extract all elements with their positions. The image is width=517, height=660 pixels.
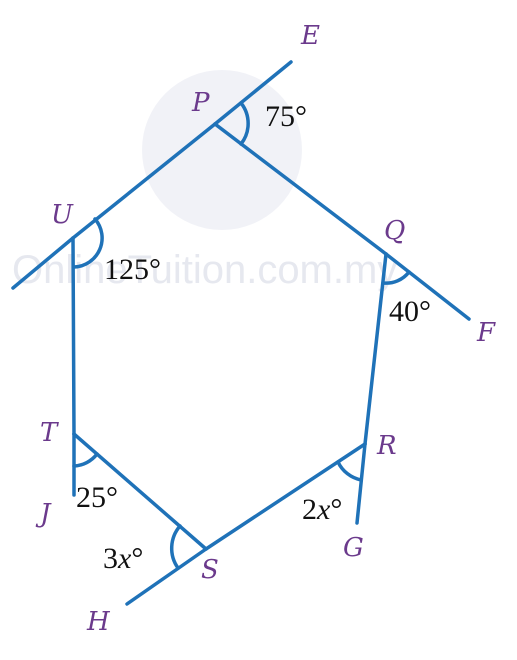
extension-RG [355,442,367,525]
side-PQ [213,122,388,256]
point-label-H: H [86,607,111,637]
angle-arc-S [169,524,182,570]
vertex-label-Q: Q [384,216,405,246]
extension-QF [384,252,471,321]
side-QR [363,252,388,446]
angle-label-T: 25° [76,481,118,514]
angle-arc-Q [381,270,411,285]
point-label-J: J [35,499,52,529]
angle-label-R: 2x° [302,493,342,526]
point-label-G: G [343,533,364,563]
globe-logo [142,70,302,230]
extension-UK [11,236,75,290]
angle-arc-R [336,460,363,482]
angle-arc-T [72,452,99,468]
watermark-text: OnlineTuition.com.my [12,248,397,292]
angle-label-P: 75° [265,100,307,133]
angle-label-U: 125° [104,253,161,286]
vertex-label-S: S [201,555,219,585]
vertex-label-P: P [191,88,210,118]
watermark: OnlineTuition.com.my [12,70,397,292]
extension-PE [213,60,293,126]
vertex-label-U: U [51,200,74,230]
point-label-E: E [300,21,320,51]
angle-label-S: 3x° [103,542,143,575]
angle-arc-U [72,217,104,269]
point-label-F: F [476,318,496,348]
vertex-label-R: R [376,431,397,461]
angle-arc-P [239,101,250,146]
extension-SH [125,547,208,606]
angle-label-Q: 40° [389,295,431,328]
vertex-label-T: T [40,418,59,448]
side-TU [71,236,76,436]
